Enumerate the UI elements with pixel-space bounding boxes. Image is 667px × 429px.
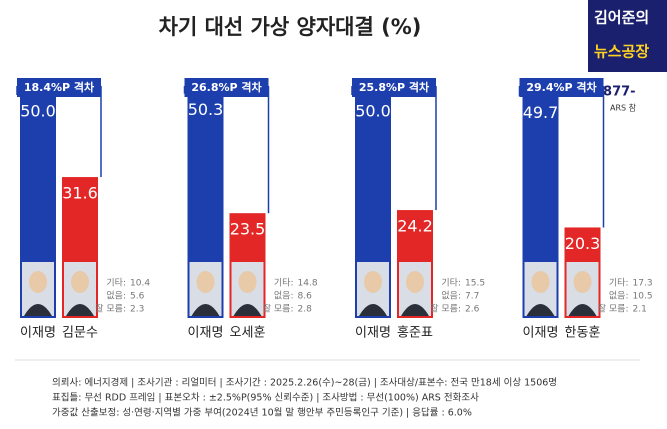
other-value: 15.5 [465, 279, 485, 289]
photo-body [526, 304, 555, 316]
other-label: 잘 모름: [263, 303, 294, 315]
photo-head [406, 271, 424, 293]
logo-line2: 뉴스공장 [594, 43, 649, 61]
value-label: 50.0 [20, 102, 56, 121]
other-label: 잘 모름: [598, 303, 629, 315]
photo-head [531, 271, 550, 293]
other-label: 없음: [106, 291, 126, 302]
logo-box [588, 0, 667, 72]
photo-head [238, 271, 257, 293]
gap-label: 29.4%P 격차 [526, 80, 597, 94]
value-label: 49.7 [523, 103, 559, 122]
other-value: 2.8 [298, 305, 313, 315]
other-value: 2.6 [465, 305, 480, 315]
value-label: 24.2 [397, 217, 433, 236]
candidate-name: 한동훈 [565, 326, 601, 341]
gap-badge [352, 78, 436, 97]
logo: 김어준의 뉴스공장 1877- ARS 참 [588, 0, 667, 113]
candidate-name: 이재명 [20, 326, 56, 341]
photo-body [24, 304, 52, 316]
other-label: 기타: [441, 278, 461, 289]
other-value: 10.4 [130, 279, 150, 289]
value-label: 50.3 [188, 100, 224, 119]
gap-label: 26.8%P 격차 [191, 80, 262, 94]
photo-body [568, 304, 597, 316]
candidate-name: 이재명 [523, 326, 559, 341]
other-label: 기타: [106, 278, 126, 289]
candidate-name: 오세훈 [230, 326, 266, 341]
other-label: 없음: [274, 291, 294, 302]
other-label: 잘 모름: [430, 303, 461, 315]
footnote: 의뢰사: 에너지경제 | 조사기관 : 리얼미터 | 조사기간 : 2025.2… [52, 377, 557, 389]
other-value: 2.3 [130, 305, 144, 315]
photo-body [233, 304, 262, 316]
other-value: 5.6 [130, 292, 145, 302]
photo-body [401, 304, 429, 316]
candidate-name: 홍준표 [397, 326, 433, 341]
other-label: 기타: [274, 278, 294, 289]
photo-head [71, 271, 89, 293]
value-label: 31.6 [62, 184, 98, 203]
gap-badge [184, 78, 269, 97]
footnote: 표집틀: 무선 RDD 프레임 | 표본오차 : ±2.5%P(95% 신뢰수준… [52, 392, 479, 404]
photo-head [29, 271, 47, 293]
other-value: 14.8 [298, 279, 318, 289]
footnote: 가중값 산출보정: 성·연령·지역별 가중 부여(2024년 10월 말 행안부… [52, 407, 472, 419]
other-label: 잘 모름: [95, 303, 126, 315]
other-value: 17.3 [633, 279, 653, 289]
value-label: 20.3 [565, 234, 601, 253]
photo-body [191, 304, 220, 316]
candidate-name: 이재명 [355, 326, 391, 341]
photo-body [359, 304, 387, 316]
other-value: 8.6 [298, 292, 313, 302]
candidate-name: 이재명 [188, 326, 224, 341]
photo-body [66, 304, 94, 316]
photo-head [364, 271, 382, 293]
value-label: 23.5 [230, 220, 266, 239]
photo-head [196, 271, 215, 293]
gap-label: 25.8%P 격차 [359, 80, 430, 94]
other-label: 없음: [609, 291, 629, 302]
other-value: 10.5 [633, 292, 653, 302]
value-label: 50.0 [355, 102, 391, 121]
chart-title: 차기 대선 가상 양자대결 (%) [159, 15, 422, 39]
other-value: 2.1 [633, 305, 647, 315]
photo-head [573, 271, 592, 293]
logo-phone: 1877- [594, 85, 636, 100]
other-label: 기타: [609, 278, 629, 289]
candidate-name: 김문수 [62, 326, 98, 341]
gap-badge [17, 78, 101, 97]
gap-badge [519, 78, 604, 97]
logo-ars: ARS 참 [610, 103, 637, 113]
other-value: 7.7 [465, 292, 479, 302]
other-label: 없음: [441, 291, 461, 302]
logo-line1: 김어준의 [594, 9, 649, 27]
gap-label: 18.4%P 격차 [24, 80, 95, 94]
